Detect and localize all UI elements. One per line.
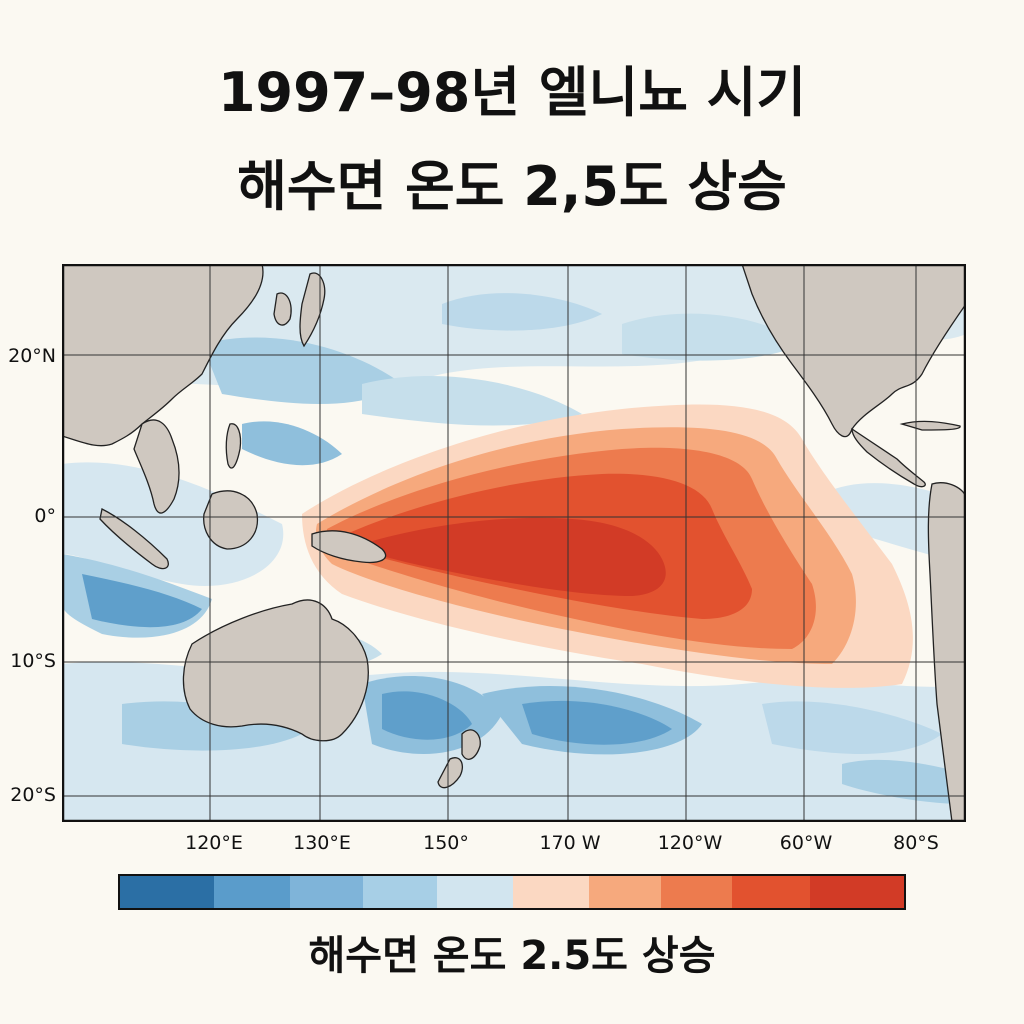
colorbar-swatch — [362, 876, 437, 908]
lon-label-170w: 170 W — [539, 832, 601, 854]
lat-label-0: 0° — [34, 505, 56, 527]
lon-label-120w: 120°W — [657, 832, 723, 854]
landmass-sumatra — [99, 508, 169, 570]
landmass-new-guinea — [311, 530, 387, 564]
colorbar-swatch — [731, 876, 810, 908]
landmass-borneo — [203, 490, 259, 550]
colorbar-swatch — [436, 876, 513, 908]
colorbar-legend — [118, 874, 906, 910]
sst-anomaly-map — [62, 264, 966, 822]
colorbar-swatch — [661, 876, 732, 908]
lon-label-130e: 130°E — [293, 832, 351, 854]
warm-anomaly-layer — [302, 404, 913, 688]
colorbar-swatch — [589, 876, 662, 908]
lat-label-20s: 20°S — [10, 784, 56, 806]
lon-label-80s: 80°S — [893, 832, 939, 854]
lon-label-60w: 60°W — [779, 832, 833, 854]
landmass-new-zealand-south — [437, 757, 464, 789]
lon-label-120e: 120°E — [185, 832, 243, 854]
colorbar-swatch — [512, 876, 590, 908]
landmass-central-america — [851, 427, 926, 488]
colorbar-swatch — [214, 876, 291, 908]
colorbar-swatch — [809, 876, 904, 908]
landmass-caribbean — [899, 420, 961, 431]
landmass-japan — [299, 272, 326, 348]
title-line-1: 1997–98년 엘니뇨 시기 — [217, 61, 807, 124]
landmass-indochina — [133, 419, 180, 514]
landmass-philippines — [225, 423, 242, 469]
lon-label-150: 150° — [423, 832, 469, 854]
colorbar-swatch — [290, 876, 363, 908]
landmass-australia — [182, 599, 369, 742]
landmass-korea — [273, 292, 292, 326]
map-svg — [62, 264, 966, 822]
colorbar-caption: 해수면 온도 2.5도 상승 — [308, 933, 716, 979]
landmass-new-zealand — [461, 729, 481, 760]
title-line-2: 해수면 온도 2,5도 상승 — [237, 155, 787, 218]
lat-label-20n: 20°N — [8, 345, 56, 367]
colorbar-swatch — [120, 876, 215, 908]
lat-label-10s: 10°S — [10, 650, 56, 672]
map-frame — [62, 264, 966, 822]
graticule — [62, 264, 966, 822]
